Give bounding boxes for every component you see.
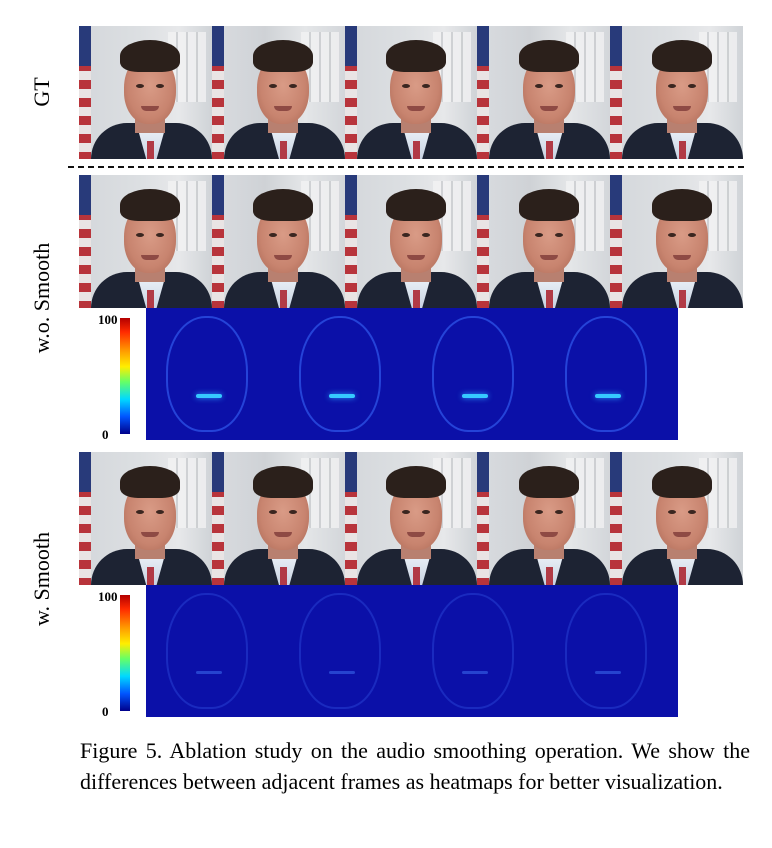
dashed-divider: [68, 166, 744, 168]
heatmap-panel: [545, 585, 678, 717]
row-label-gt: GT: [29, 77, 54, 107]
heatmap-panel: [146, 308, 279, 440]
w-smooth-frame: [211, 452, 345, 585]
w-smooth-frame: [610, 452, 743, 585]
heatmap-panel: [279, 585, 412, 717]
wo-smooth-frame: [477, 175, 611, 308]
gt-frame: [477, 26, 611, 159]
w-smooth-frame: [344, 452, 478, 585]
w-smooth-frame-strip: [79, 452, 743, 585]
gt-frame: [344, 26, 478, 159]
w-smooth-frame: [477, 452, 611, 585]
colorbar-max-label-top: 100: [98, 312, 118, 327]
wo-smooth-frame: [610, 175, 743, 308]
wo-smooth-frame: [211, 175, 345, 308]
gt-frame: [211, 26, 345, 159]
gt-frame: [79, 26, 212, 159]
row-label-w-smooth: w. Smooth: [29, 532, 54, 626]
heatmap-panel: [279, 308, 412, 440]
colorbar-min-label-top: 0: [102, 427, 109, 442]
heatmap-panel: [146, 585, 279, 717]
heatmap-wo-smooth: [146, 308, 678, 440]
figure-caption: Figure 5. Ablation study on the audio sm…: [80, 738, 750, 794]
heatmap-w-smooth: [146, 585, 678, 717]
gt-frame-strip: [79, 26, 743, 159]
colorbar-bottom: [120, 595, 130, 711]
wo-smooth-frame: [79, 175, 212, 308]
gt-frame: [610, 26, 743, 159]
wo-smooth-frame: [344, 175, 478, 308]
wo-smooth-frame-strip: [79, 175, 743, 308]
heatmap-panel: [545, 308, 678, 440]
heatmap-panel: [412, 308, 545, 440]
colorbar-max-label-bottom: 100: [98, 589, 118, 604]
row-label-wo-smooth: w.o. Smooth: [29, 242, 54, 354]
heatmap-panel: [412, 585, 545, 717]
w-smooth-frame: [79, 452, 212, 585]
colorbar-min-label-bottom: 0: [102, 704, 109, 719]
colorbar-top: [120, 318, 130, 434]
